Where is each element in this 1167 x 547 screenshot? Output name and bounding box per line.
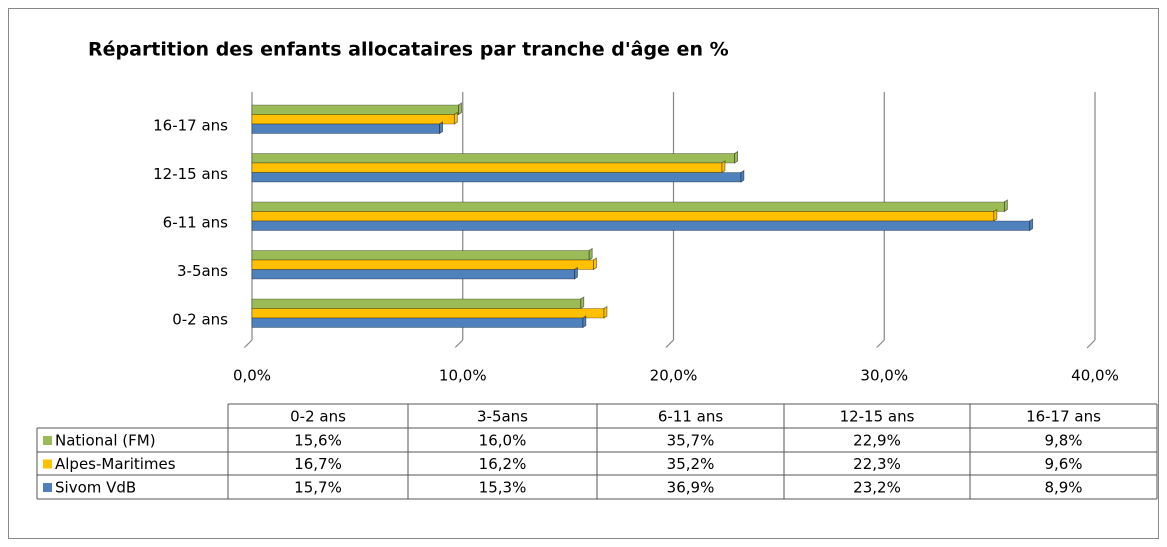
bar — [251, 211, 995, 222]
table-cell: 15,6% — [294, 432, 342, 450]
y-tick-label: 0-2 ans — [172, 311, 228, 329]
grid-depth — [454, 339, 464, 349]
bar — [251, 220, 1031, 231]
bar — [251, 259, 594, 270]
table-cell: 15,7% — [294, 479, 342, 497]
table-header: 6-11 ans — [658, 408, 724, 426]
bar — [251, 317, 584, 328]
bar-edge — [580, 296, 585, 310]
table-cell: 16,0% — [479, 432, 527, 450]
bar — [251, 298, 582, 309]
bar-edge — [1003, 199, 1008, 213]
bar-edge — [740, 169, 745, 183]
legend-swatch — [43, 483, 52, 492]
grid-depth — [243, 339, 253, 349]
y-tick-label: 16-17 ans — [153, 117, 228, 135]
bar — [251, 104, 459, 115]
table-cell: 23,2% — [853, 479, 901, 497]
bar-edge — [458, 102, 462, 116]
legend-label: Alpes-Maritimes — [55, 455, 176, 473]
bar — [251, 153, 736, 164]
table-cell: 16,2% — [479, 455, 527, 473]
grid-depth — [665, 339, 674, 349]
table-cell: 8,9% — [1044, 479, 1082, 497]
x-tick-label: 10,0% — [439, 367, 487, 385]
bar-edge — [582, 315, 587, 329]
x-tick-label: 30,0% — [860, 367, 908, 385]
y-tick-label: 6-11 ans — [163, 214, 229, 232]
table-cell: 9,8% — [1044, 432, 1082, 450]
legend-swatch — [43, 459, 52, 469]
bar — [251, 114, 455, 125]
y-tick-label: 3-5ans — [177, 262, 228, 280]
bar-edge — [1029, 218, 1034, 232]
bar — [251, 269, 575, 280]
bar-edge — [439, 121, 443, 135]
grid-depth — [875, 339, 885, 349]
chart-border — [8, 8, 1159, 539]
legend-swatch — [43, 436, 52, 445]
table-header: 0-2 ans — [290, 408, 346, 426]
bar — [251, 162, 723, 173]
legend-label: National (FM) — [55, 432, 156, 450]
bar-edge — [574, 266, 578, 280]
table-cell: 35,7% — [667, 432, 715, 450]
table-header: 3-5ans — [477, 408, 528, 426]
y-tick-label: 12-15 ans — [153, 165, 228, 183]
table-cell: 15,3% — [479, 479, 527, 497]
bar — [251, 172, 742, 183]
bar — [251, 308, 605, 319]
bar — [251, 201, 1005, 212]
table-cell: 9,6% — [1044, 455, 1082, 473]
table-cell: 36,9% — [667, 479, 715, 497]
bar-edge — [603, 305, 608, 319]
bar-edge — [734, 150, 739, 164]
table-header: 12-15 ans — [840, 408, 915, 426]
x-tick-label: 40,0% — [1071, 367, 1119, 385]
table-cell: 16,7% — [294, 455, 342, 473]
x-tick-label: 0,0% — [233, 367, 271, 385]
table-cell: 22,3% — [853, 455, 901, 473]
chart-title: Répartition des enfants allocataires par… — [88, 39, 729, 61]
table-cell: 22,9% — [853, 432, 901, 450]
bar — [251, 123, 440, 134]
table-cell: 35,2% — [667, 455, 715, 473]
bar-edge — [593, 257, 597, 271]
grid-depth — [1086, 339, 1096, 349]
table-header: 16-17 ans — [1026, 408, 1101, 426]
bar-edge — [721, 160, 726, 174]
bar-edge — [453, 111, 458, 125]
bar-edge — [588, 247, 593, 261]
x-tick-label: 20,0% — [650, 367, 698, 385]
bar — [251, 250, 590, 261]
bar-edge — [993, 208, 998, 222]
legend-label: Sivom VdB — [55, 479, 136, 497]
